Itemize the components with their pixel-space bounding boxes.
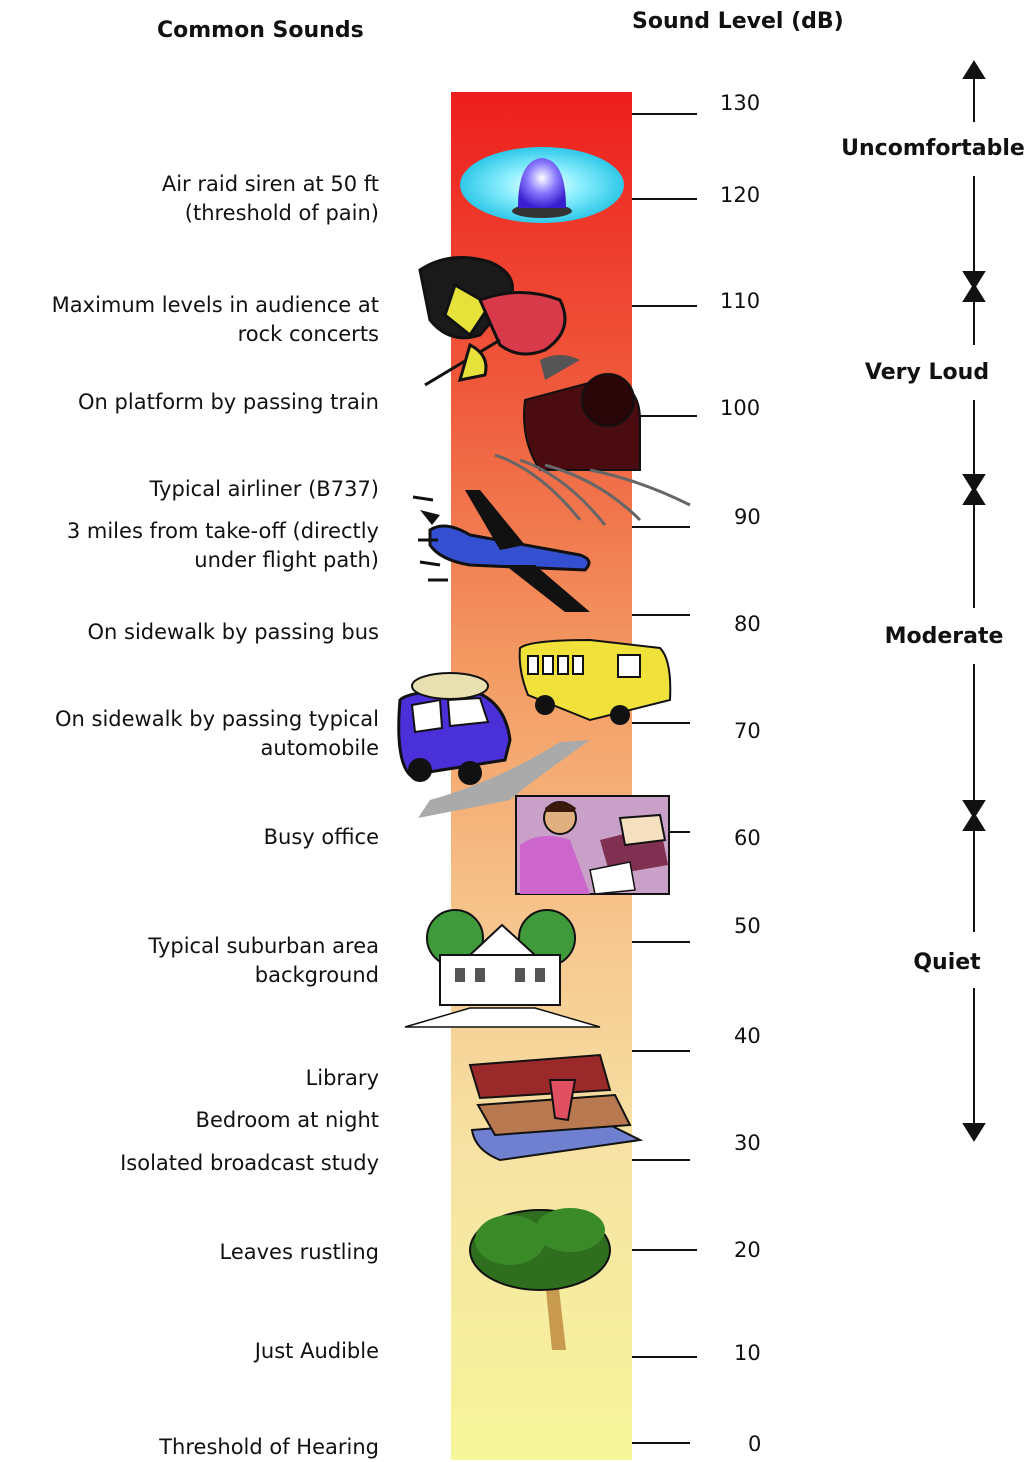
sound-label-suburban: Typical suburban area background <box>148 934 379 987</box>
sound-label-leaves: Leaves rustling <box>219 1240 379 1264</box>
category-moderate: Moderate <box>884 624 1004 649</box>
sound-label-bus: On sidewalk by passing bus <box>87 620 380 644</box>
sound-label-airliner: Typical airliner (B737) <box>149 477 380 501</box>
category-quiet: Quiet <box>913 950 981 975</box>
db-label-70: 70 <box>734 719 761 743</box>
arrow-up-icon <box>962 812 986 831</box>
sound-label-library: Library <box>305 1066 379 1090</box>
airplane-icon <box>412 490 591 612</box>
sound-label-take-off: 3 miles from take-off (directly under fli… <box>66 519 379 572</box>
sound-label-just-audible: Just Audible <box>254 1339 379 1363</box>
car-icon <box>397 672 590 818</box>
db-label-40: 40 <box>734 1024 761 1048</box>
sound-level-header: Sound Level (dB) <box>632 9 844 34</box>
sound-label-broadcast-study: Isolated broadcast study <box>120 1151 379 1175</box>
tree-icon <box>469 1208 611 1350</box>
db-label-60: 60 <box>734 826 761 850</box>
train-icon <box>494 355 691 526</box>
db-label-20: 20 <box>734 1238 761 1262</box>
db-label-120: 120 <box>720 183 761 207</box>
sound-label-threshold-hearing: Threshold of Hearing <box>159 1435 379 1459</box>
db-label-0: 0 <box>748 1432 762 1456</box>
common-sounds-header: Common Sounds <box>157 18 364 43</box>
arrow-up-icon <box>962 60 986 79</box>
office-worker-icon <box>515 795 670 895</box>
house-icon <box>404 909 601 1028</box>
siren-icon <box>460 147 624 223</box>
bus-icon <box>518 638 672 725</box>
arrow-down-icon <box>962 474 986 493</box>
guitarist-icon <box>418 256 567 387</box>
db-label-30: 30 <box>734 1131 761 1155</box>
sound-label-bedroom: Bedroom at night <box>195 1108 379 1132</box>
category-uncomfortable: Uncomfortable <box>841 136 1025 161</box>
category-very-loud: Very Loud <box>864 360 990 385</box>
arrow-up-icon <box>962 283 986 302</box>
books-icon <box>468 1053 644 1162</box>
sound-label-train: On platform by passing train <box>78 390 379 414</box>
arrow-down-icon <box>962 1123 986 1142</box>
arrow-down-icon <box>962 800 986 819</box>
db-label-10: 10 <box>734 1341 761 1365</box>
tick-lines <box>632 113 697 1444</box>
db-label-80: 80 <box>734 612 761 636</box>
sound-label-automobile: On sidewalk by passing typical automobile <box>55 707 379 760</box>
sound-label-busy-office: Busy office <box>263 825 379 849</box>
db-label-100: 100 <box>720 396 761 420</box>
db-label-50: 50 <box>734 914 761 938</box>
db-label-110: 110 <box>720 289 761 313</box>
arrow-down-icon <box>962 271 986 290</box>
category-arrows <box>962 60 986 1142</box>
db-label-90: 90 <box>734 505 761 529</box>
sound-label-rock-concert: Maximum levels in audience at rock concer… <box>51 293 379 346</box>
sound-label-air-raid-siren: Air raid siren at 50 ft (threshold of pai… <box>161 172 379 225</box>
db-label-130: 130 <box>720 91 761 115</box>
arrow-up-icon <box>962 486 986 505</box>
